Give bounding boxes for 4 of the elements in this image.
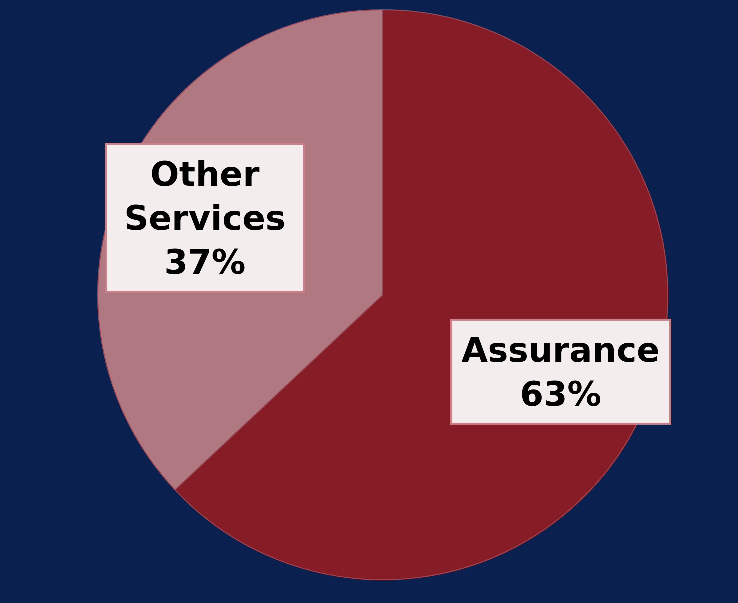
data-label: 37% (164, 243, 246, 284)
data-label: 63% (520, 374, 602, 415)
slice-label: Assurance (462, 330, 660, 371)
slice-label: Other Services (124, 155, 286, 240)
